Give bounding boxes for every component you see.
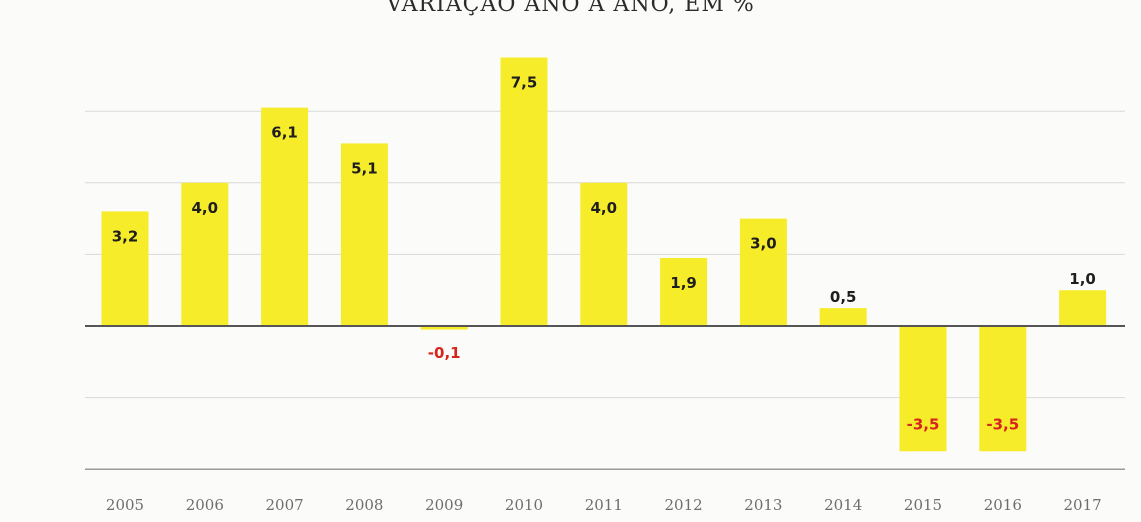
x-tick-label-2013: 2013: [744, 496, 782, 514]
x-tick-label-2008: 2008: [345, 496, 383, 514]
data-label-2014: 0,5: [830, 288, 857, 306]
bar-2015: [899, 326, 947, 452]
bar-2005: [101, 211, 149, 326]
data-label-2012: 1,9: [670, 274, 697, 292]
bar-2006: [181, 182, 229, 326]
chart-title: VARIAÇÃO ANO A ANO, EM %: [386, 0, 755, 17]
bar-2008: [340, 143, 388, 326]
x-tick-label-2014: 2014: [824, 496, 862, 514]
x-tick-label-2009: 2009: [425, 496, 463, 514]
bar-2012: [660, 257, 708, 326]
data-label-2010: 7,5: [511, 74, 538, 92]
bar-2010: [500, 57, 548, 326]
data-label-2005: 3,2: [112, 227, 139, 245]
x-tick-label-2011: 2011: [585, 496, 623, 514]
bar-2013: [739, 218, 787, 326]
bar-2014: [819, 308, 867, 326]
bar-2009: [420, 326, 468, 330]
data-label-2013: 3,0: [750, 235, 777, 253]
x-tick-label-2015: 2015: [904, 496, 942, 514]
data-label-2016: -3,5: [986, 415, 1019, 433]
data-label-2007: 6,1: [271, 124, 298, 142]
bar-2017: [1059, 290, 1107, 326]
x-tick-label-2016: 2016: [984, 496, 1022, 514]
data-label-2008: 5,1: [351, 159, 378, 177]
data-label-2015: -3,5: [907, 415, 940, 433]
data-label-2017: 1,0: [1069, 270, 1096, 288]
x-tick-label-2007: 2007: [266, 496, 304, 514]
data-label-2009: -0,1: [428, 344, 461, 362]
x-tick-label-2017: 2017: [1064, 496, 1102, 514]
bar-2016: [979, 326, 1027, 452]
x-tick-label-2010: 2010: [505, 496, 543, 514]
bar-2007: [261, 107, 309, 327]
x-tick-label-2012: 2012: [665, 496, 703, 514]
x-tick-label-2005: 2005: [106, 496, 144, 514]
data-label-2011: 4,0: [591, 199, 618, 217]
data-label-2006: 4,0: [192, 199, 219, 217]
bar-2011: [580, 182, 628, 326]
x-tick-label-2006: 2006: [186, 496, 224, 514]
